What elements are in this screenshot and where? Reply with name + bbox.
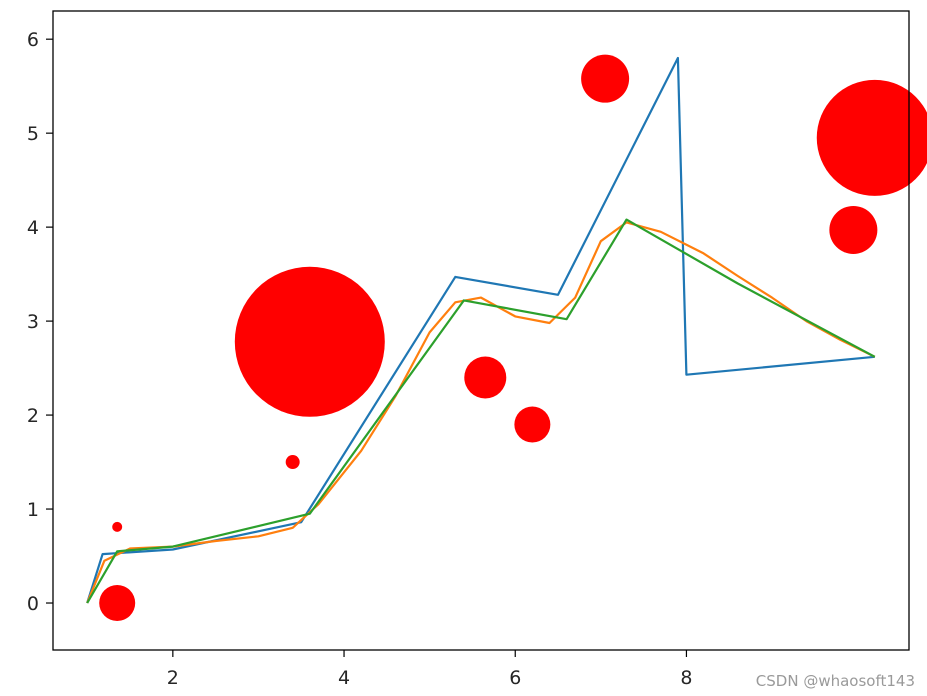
x-tick-label: 2 <box>167 667 179 689</box>
y-tick-label: 2 <box>27 405 39 427</box>
watermark-text: CSDN @whaosoft143 <box>755 672 915 690</box>
series-line-3 <box>86 218 876 604</box>
x-tick-label: 8 <box>680 667 692 689</box>
scatter-point <box>829 205 878 254</box>
plot-frame <box>52 10 910 651</box>
scatter-point <box>112 521 123 532</box>
y-tick-label: 0 <box>27 593 39 615</box>
y-tick-label: 1 <box>27 499 39 521</box>
series-layer <box>86 56 876 604</box>
x-tick-label: 4 <box>338 667 350 689</box>
x-tick-label: 6 <box>509 667 521 689</box>
plot-background <box>53 11 909 650</box>
y-tick-label: 4 <box>27 217 39 239</box>
scatter-point <box>816 79 927 196</box>
scatter-point <box>99 585 136 622</box>
scatter-point <box>285 455 300 470</box>
scatter-point <box>581 54 630 103</box>
scatter-point <box>514 406 551 443</box>
y-tick-label: 3 <box>27 311 39 333</box>
series-line-1 <box>86 56 875 604</box>
y-tick-label: 5 <box>27 123 39 145</box>
scatter-layer <box>99 54 927 622</box>
tick-layer: 2 4 6 8 0 1 2 3 4 5 6 <box>27 29 693 689</box>
series-line-2 <box>86 221 876 604</box>
scatter-point <box>464 356 507 399</box>
y-tick-label: 6 <box>27 29 39 51</box>
scatter-point <box>234 266 385 417</box>
